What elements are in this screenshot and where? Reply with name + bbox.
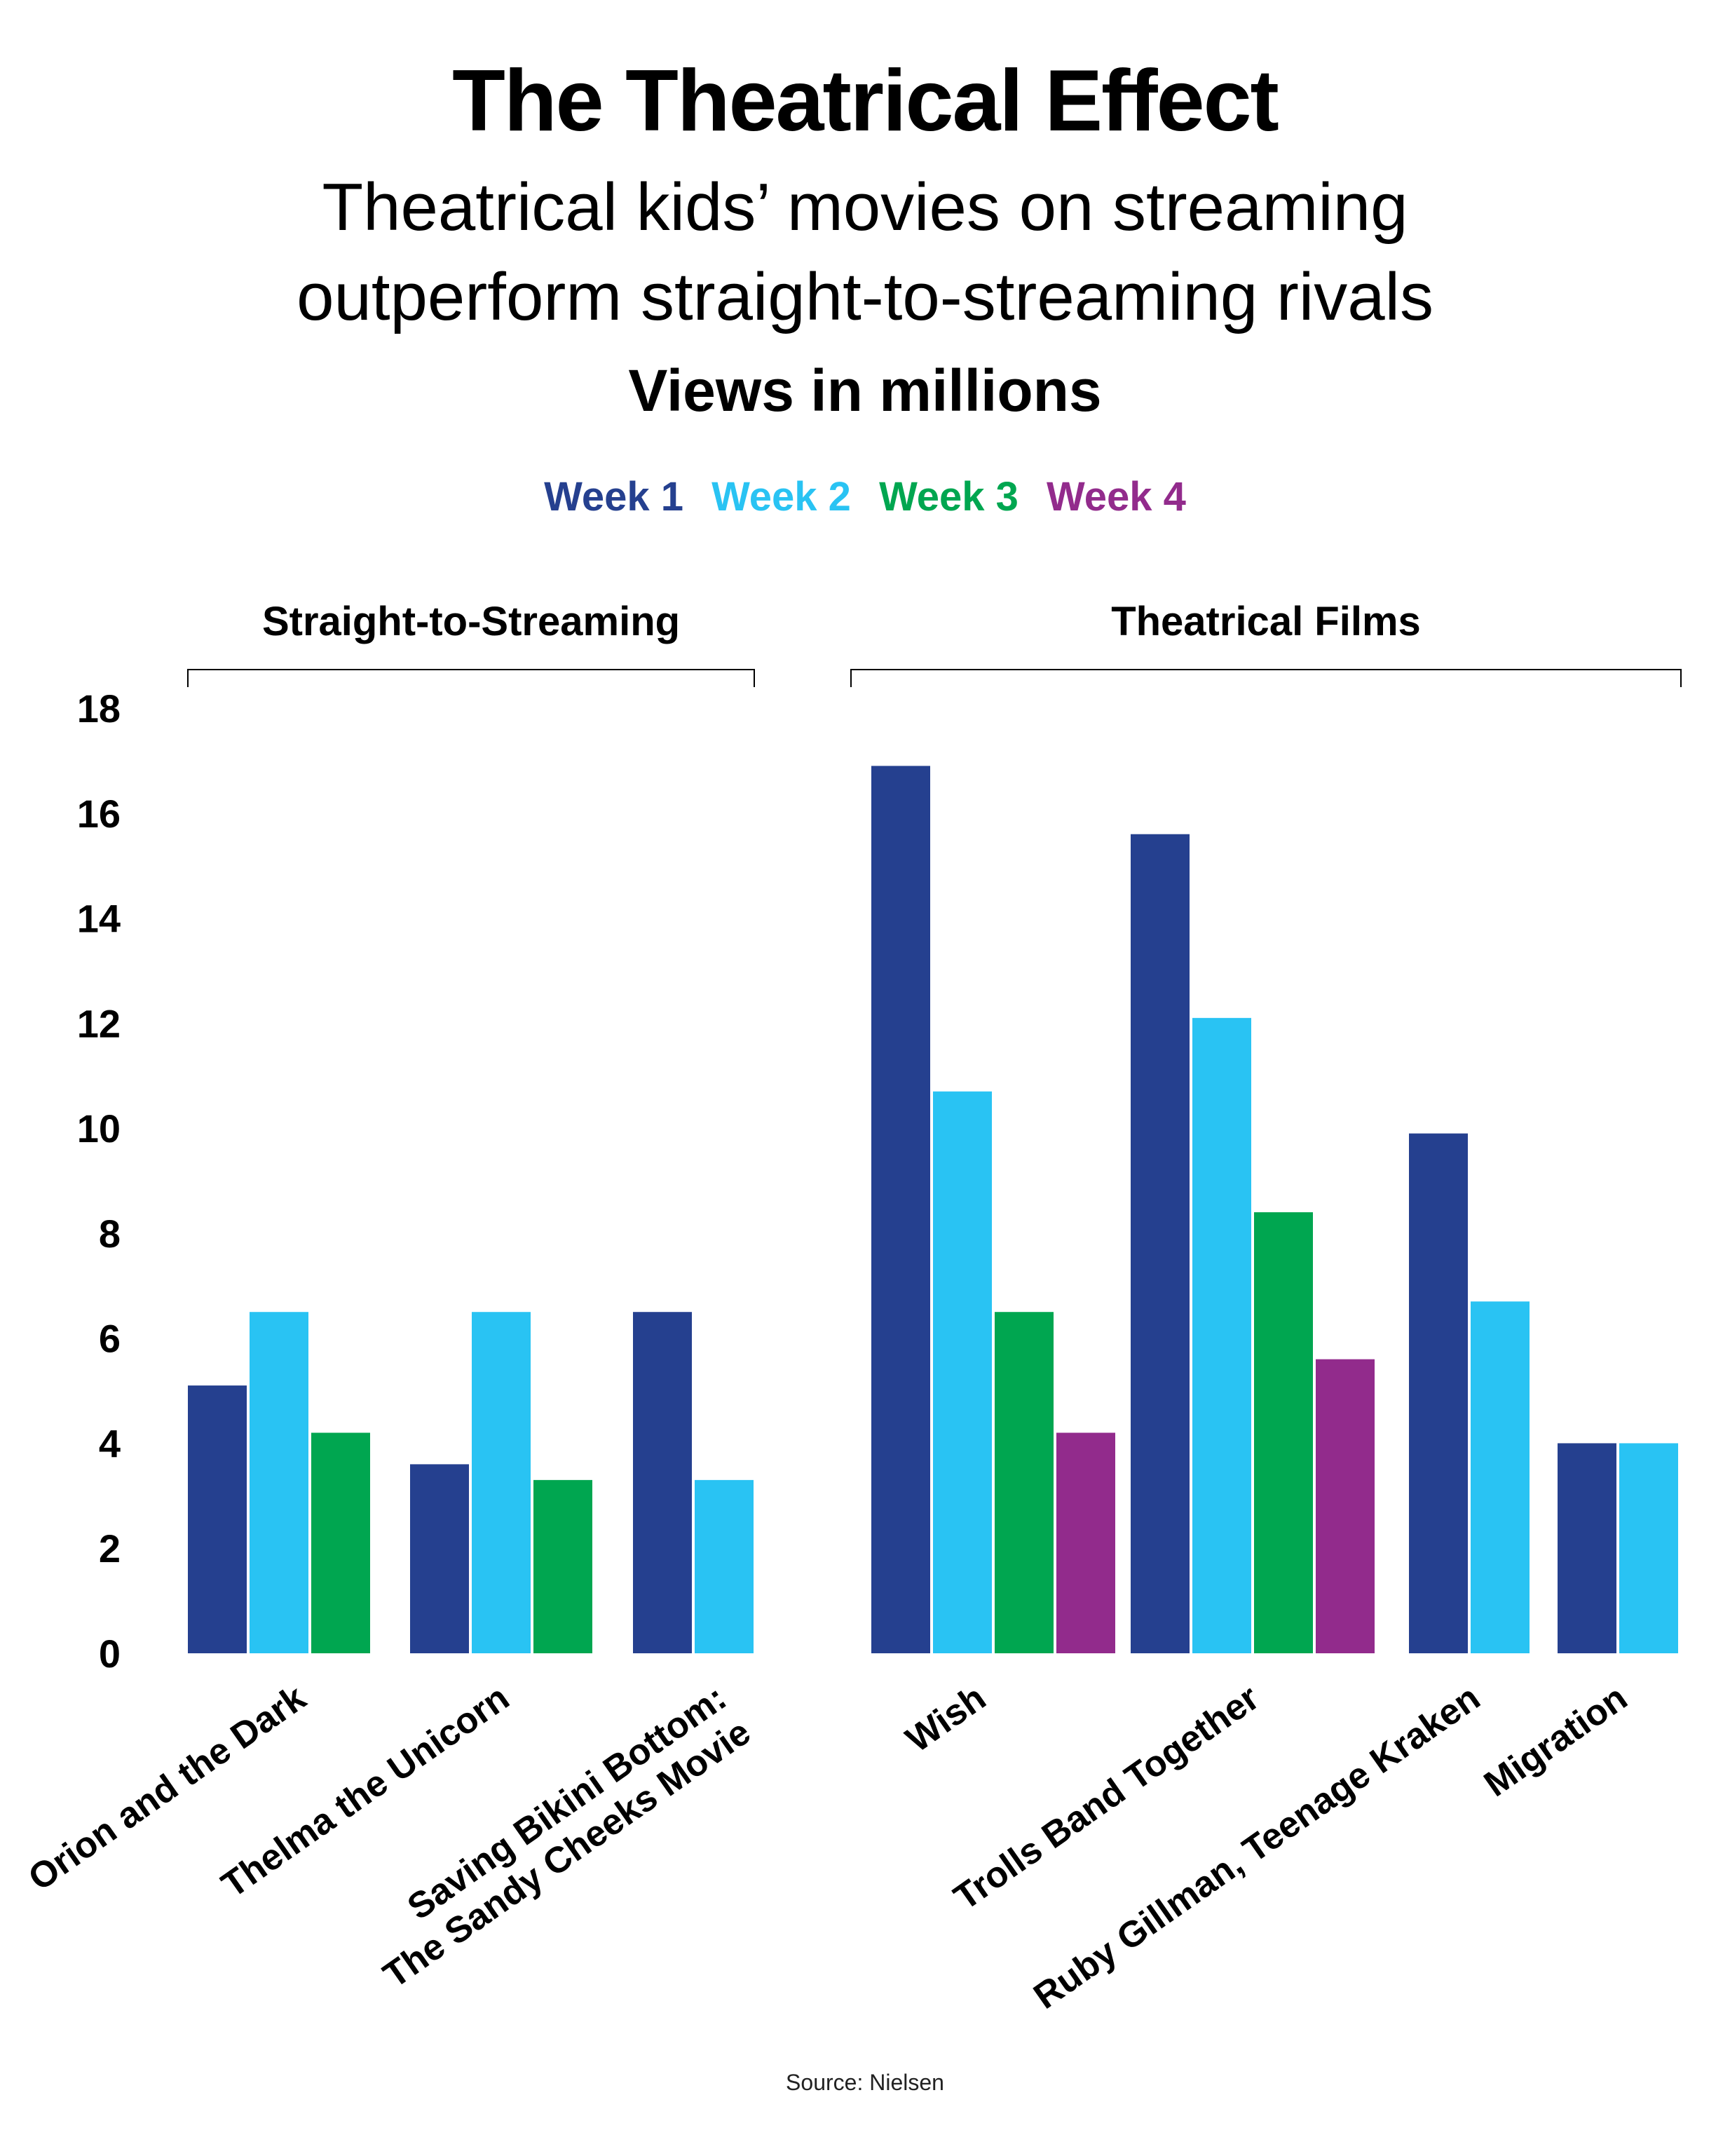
category-label-wish: Wish [899, 1677, 993, 1760]
chart-subtitle: Theatrical kids’ movies on streaming out… [0, 163, 1730, 342]
y-tick-label-6: 6 [99, 1317, 121, 1361]
legend-item-week-3: Week 3 [879, 474, 1019, 520]
chart-title: The Theatrical Effect [452, 53, 1279, 149]
bar-thelma-the-unicorn-week-1 [410, 1464, 469, 1653]
bar-migration-week-1 [1558, 1443, 1616, 1653]
category-label-migration: Migration [1477, 1677, 1635, 1805]
legend-item-week-4: Week 4 [1047, 474, 1186, 520]
bar-trolls-band-together-week-2 [1192, 1017, 1251, 1653]
y-tick-label-4: 4 [99, 1421, 121, 1465]
y-tick-label-10: 10 [77, 1106, 121, 1151]
bar-orion-and-the-dark-week-1 [188, 1385, 247, 1653]
bar-wish-week-4 [1056, 1432, 1115, 1653]
category-label-ruby-gillman-teenage-kraken: Ruby Gillman, Teenage Kraken [1026, 1677, 1487, 2017]
subtitle-line-1: Theatrical kids’ movies on streaming [322, 170, 1408, 245]
bar-orion-and-the-dark-week-2 [250, 1312, 308, 1653]
bar-ruby-gillman-teenage-kraken-week-2 [1471, 1301, 1530, 1653]
group-bracket-theatrical-films [850, 669, 1682, 687]
unit-label: Views in millions [628, 358, 1102, 423]
y-tick-label-0: 0 [99, 1632, 121, 1676]
legend-item-week-2: Week 2 [711, 474, 851, 520]
source-note: Source: Nielsen [786, 2070, 944, 2095]
group-header-theatrical-films: Theatrical Films [1111, 599, 1421, 644]
y-tick-label-18: 18 [77, 686, 121, 731]
bar-wish-week-3 [995, 1312, 1054, 1653]
bar-trolls-band-together-week-4 [1316, 1359, 1375, 1653]
bar-wish-week-1 [871, 766, 930, 1653]
legend: Week 1 Week 2 Week 3 Week 4 [0, 477, 1730, 517]
y-tick-label-14: 14 [77, 897, 121, 941]
group-bracket-straight-to-streaming [187, 669, 755, 687]
legend-item-week-1: Week 1 [544, 474, 683, 520]
bar-thelma-the-unicorn-week-3 [533, 1479, 592, 1653]
y-tick-label-2: 2 [99, 1526, 121, 1571]
subtitle-line-2: outperform straight-to-streaming rivals [297, 259, 1433, 334]
group-header-straight-to-streaming: Straight-to-Streaming [262, 599, 680, 644]
bar-wish-week-2 [933, 1091, 992, 1653]
bar-thelma-the-unicorn-week-2 [472, 1312, 531, 1653]
bar-ruby-gillman-teenage-kraken-week-1 [1409, 1133, 1468, 1653]
bar-saving-bikini-bottom-the-sandy-cheeks-movie-week-1 [633, 1312, 692, 1653]
bar-migration-week-2 [1619, 1443, 1678, 1653]
bar-saving-bikini-bottom-the-sandy-cheeks-movie-week-2 [695, 1479, 754, 1653]
y-tick-label-16: 16 [77, 792, 121, 836]
y-tick-label-8: 8 [99, 1212, 121, 1256]
category-label-saving-bikini-bottom-the-sandy-cheeks-movie: Saving Bikini Bottom:The Sandy Cheeks Mo… [352, 1677, 758, 1996]
bar-trolls-band-together-week-3 [1254, 1212, 1313, 1653]
bar-orion-and-the-dark-week-3 [311, 1432, 370, 1653]
y-tick-label-12: 12 [77, 1001, 121, 1045]
bar-trolls-band-together-week-1 [1131, 834, 1190, 1653]
